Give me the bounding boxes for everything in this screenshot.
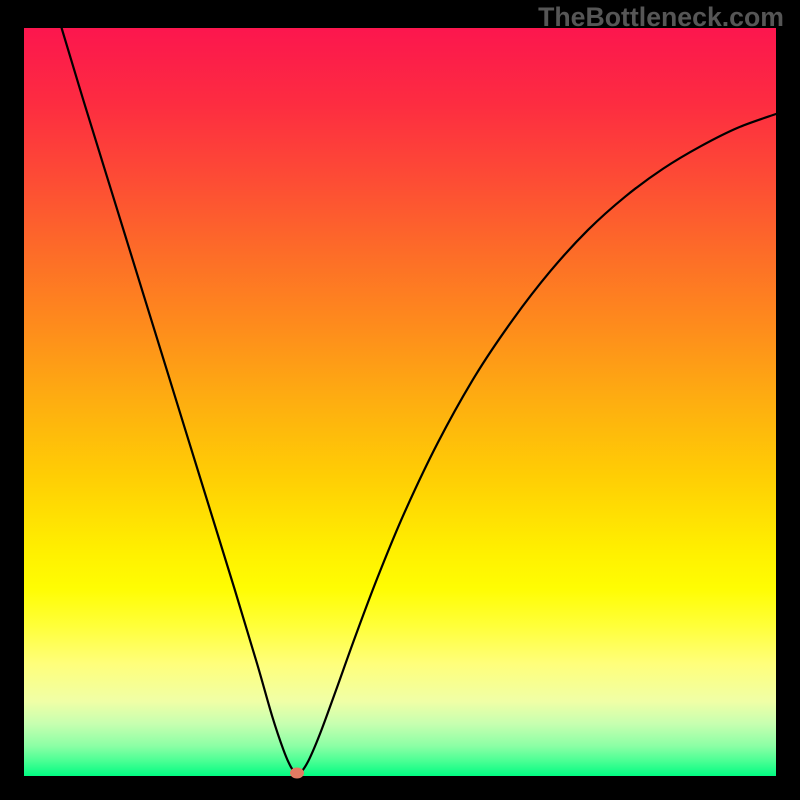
chart-frame: TheBottleneck.com [0, 0, 800, 800]
bottleneck-curve [24, 28, 776, 776]
plot-area [24, 28, 776, 776]
optimal-point-marker [290, 768, 304, 779]
gradient-background [24, 28, 776, 776]
